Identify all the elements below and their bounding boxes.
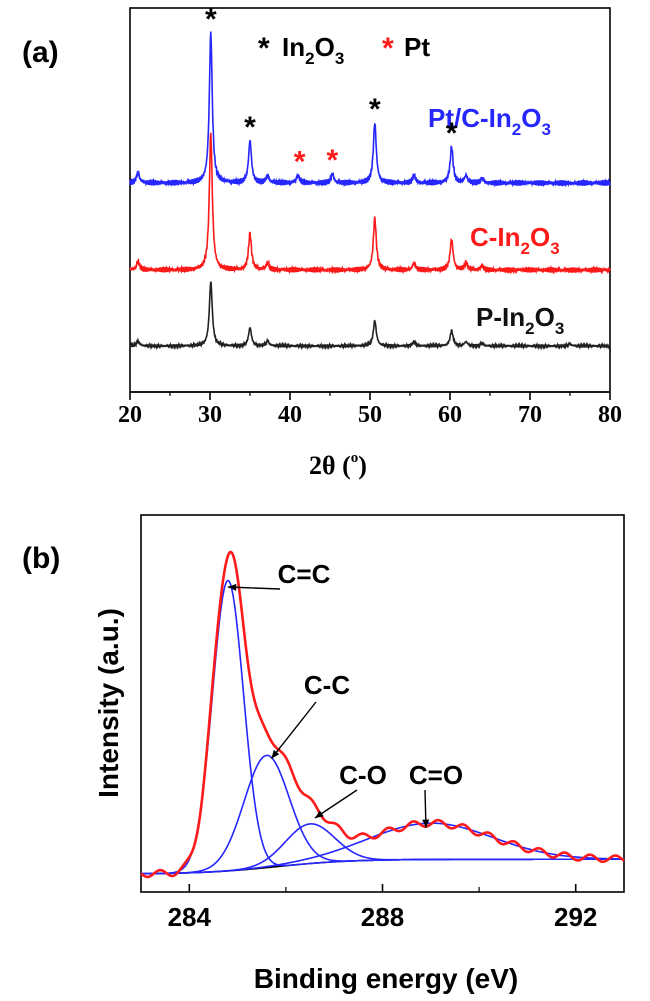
xrd-x-axis-title: 2θ (o) (309, 450, 367, 480)
series-label-pt-c-in2o3: Pt/C-In2O3 (428, 103, 551, 139)
xps-annotation-arrowhead-C=C (227, 583, 237, 591)
xrd-x-tick-label-20: 20 (118, 402, 142, 428)
xps-plot-frame (140, 514, 625, 893)
xrd-peak-markers: *** *** (205, 3, 458, 179)
series-label-c-in2o3: C-In2O3 (470, 222, 560, 258)
xps-annotation-arrowhead-C-O (314, 810, 324, 818)
xps-annotations: C=C C-C C-O C=O (227, 559, 463, 828)
xrd-x-tick-label-50: 50 (358, 402, 382, 428)
xrd-peak-marker-2: * (294, 146, 306, 179)
xps-annotation-arrowhead-C-C (271, 749, 280, 759)
series-label-p-in2o3: P-In2O3 (476, 302, 564, 338)
xrd-legend: * In2O3 * Pt (258, 32, 430, 68)
xrd-peak-marker-1: * (244, 111, 256, 144)
legend-label-pt: Pt (404, 32, 430, 62)
xps-x-tick-label-292: 292 (554, 902, 597, 932)
xrd-series-P-In2O3 (129, 281, 611, 351)
xps-annotation-label-C=O: C=O (409, 760, 463, 790)
xrd-x-tick-label-80: 80 (598, 402, 622, 428)
xps-x-tick-label-284: 284 (168, 902, 212, 932)
xps-annotation-label-C=C: C=C (278, 559, 331, 589)
xps-annotation-arrow-C=C (227, 586, 281, 590)
xrd-x-tick-label-40: 40 (278, 402, 302, 428)
xps-envelope (140, 550, 625, 879)
xps-x-tick-label-288: 288 (361, 902, 404, 932)
xps-component-C=C (140, 579, 624, 875)
xps-annotation-label-C-C: C-C (304, 670, 350, 700)
xps-x-axis-title: Binding energy (eV) (254, 963, 518, 994)
panel-b-label: (b) (22, 542, 60, 575)
xps-annotation-arrow-C-C (270, 701, 317, 760)
xps-x-axis: 284 288 292 (168, 884, 597, 932)
xps-y-axis-title: Intensity (a.u.) (93, 608, 124, 798)
xrd-peak-marker-4: * (369, 93, 381, 126)
xrd-x-tick-label-30: 30 (198, 402, 222, 428)
xps-annotation-label-C-O: C-O (339, 760, 387, 790)
xrd-series-Pt/C-In2O3 (129, 31, 611, 188)
xps-curves (140, 550, 625, 879)
xrd-x-tick-label-70: 70 (518, 402, 542, 428)
panel-a-label: (a) (22, 36, 59, 69)
xps-annotation-arrowhead-C=O (422, 819, 430, 828)
xrd-x-tick-label-60: 60 (438, 402, 462, 428)
legend-star-pt: * (382, 32, 394, 65)
xrd-peak-marker-3: * (327, 144, 339, 177)
xrd-peak-marker-5: * (446, 117, 458, 150)
legend-label-in2o3: In2O3 (282, 32, 344, 68)
xps-annotation-arrow-C-O (314, 789, 358, 819)
legend-star-in2o3: * (258, 32, 270, 65)
xrd-plot-frame (129, 7, 611, 393)
xrd-series-C-In2O3 (129, 132, 611, 275)
xrd-peak-marker-0: * (205, 3, 217, 36)
xrd-x-axis: 20 30 40 50 60 70 80 (118, 391, 622, 428)
xrd-curves (129, 31, 611, 351)
